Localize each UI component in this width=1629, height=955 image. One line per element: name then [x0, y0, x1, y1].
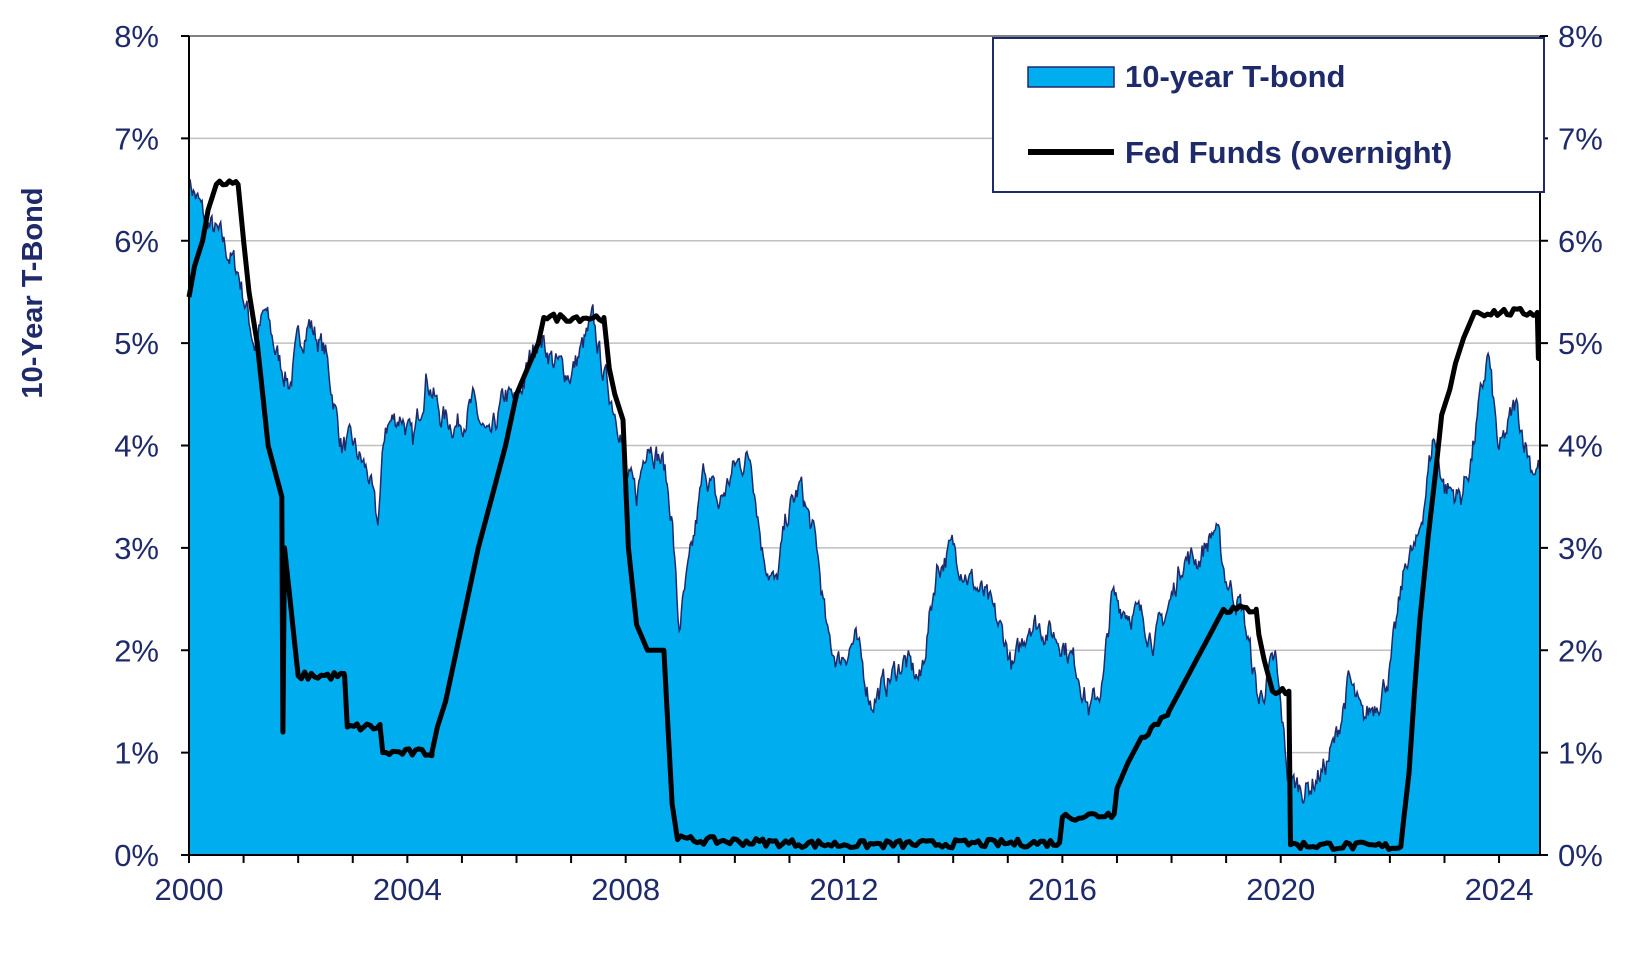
tbond-area — [189, 179, 1540, 856]
y-tick-label-right: 3% — [1558, 531, 1603, 566]
y-axis-label: 10-Year T-Bond — [17, 187, 49, 398]
y-tick-label-left: 3% — [114, 531, 159, 566]
y-tick-label-right: 2% — [1558, 633, 1603, 668]
x-tick-label: 2024 — [1465, 872, 1534, 907]
legend-swatch-tbond — [1027, 66, 1115, 88]
x-tick-label: 2008 — [591, 872, 660, 907]
y-tick-label-right: 1% — [1558, 736, 1603, 771]
x-tick-label: 2020 — [1246, 872, 1315, 907]
y-tick-label-left: 1% — [114, 736, 159, 771]
x-tick-label: 2004 — [373, 872, 442, 907]
legend-label-tbond: 10-year T-bond — [1125, 59, 1346, 94]
y-tick-label-left: 4% — [114, 429, 159, 464]
y-tick-label-right: 8% — [1558, 19, 1603, 54]
tick-labels: 0% 0% 1% 1% 2% 2% 3% 3% 4% 4% 5% 5% 6% 6% 7% 7% 8% 8% 2000… — [114, 19, 1603, 907]
x-tick-label: 2016 — [1028, 872, 1097, 907]
legend: 10-year T-bond Fed Funds (overnight) — [992, 37, 1545, 193]
axes — [181, 35, 1548, 863]
legend-label-fed: Fed Funds (overnight) — [1125, 135, 1452, 170]
y-tick-label-right: 6% — [1558, 224, 1603, 259]
y-tick-label-left: 5% — [114, 326, 159, 361]
y-tick-label-right: 5% — [1558, 326, 1603, 361]
y-tick-label-left: 2% — [114, 633, 159, 668]
y-tick-label-right: 4% — [1558, 429, 1603, 464]
y-tick-label-right: 0% — [1558, 838, 1603, 873]
y-tick-label-left: 8% — [114, 19, 159, 54]
y-tick-label-left: 7% — [114, 121, 159, 156]
y-tick-label-left: 6% — [114, 224, 159, 259]
y-tick-label-right: 7% — [1558, 121, 1603, 156]
tbond-edge-line — [188, 179, 1541, 804]
y-tick-label-left: 0% — [114, 838, 159, 873]
x-tick-label: 2000 — [155, 872, 224, 907]
legend-box — [992, 37, 1545, 193]
fed-funds-line — [186, 178, 1541, 852]
x-tick-label: 2012 — [810, 872, 879, 907]
